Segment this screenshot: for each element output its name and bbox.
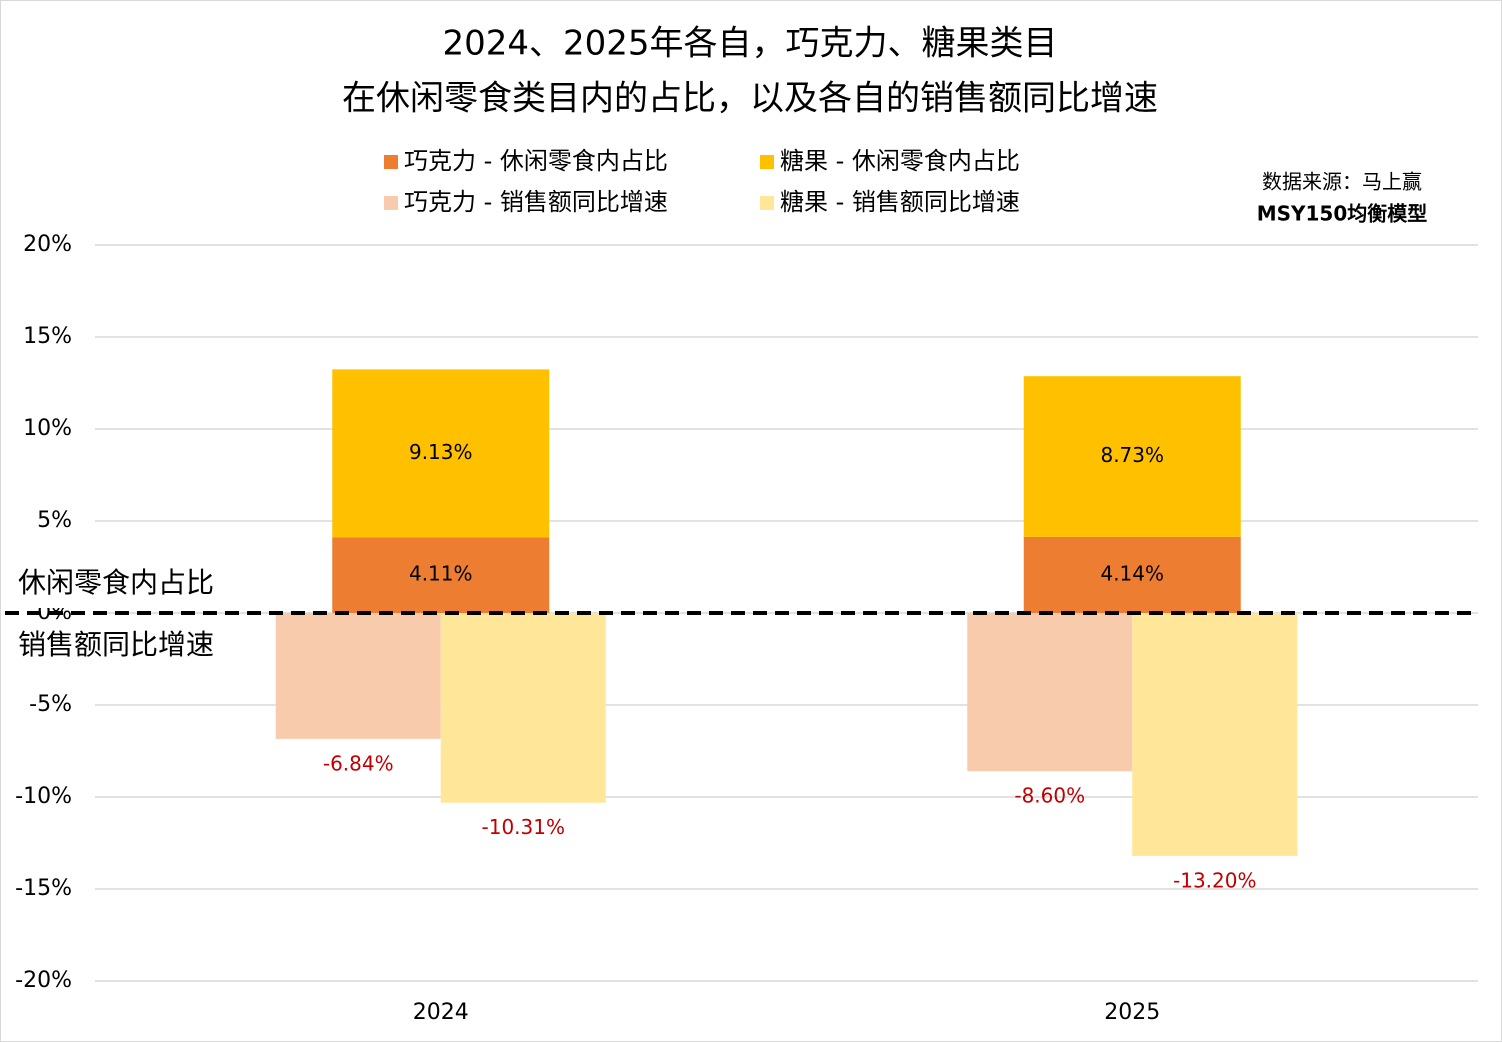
legend-label: 巧克力 - 销售额同比增速	[404, 188, 668, 216]
bar	[1132, 613, 1298, 856]
bar	[275, 613, 441, 739]
y-tick-label: -20%	[15, 968, 72, 993]
y-tick-label: 15%	[23, 324, 72, 349]
bar	[1023, 536, 1241, 613]
source: 数据来源：马上赢	[1262, 170, 1422, 194]
value-label: 4.11%	[409, 562, 473, 586]
value-label: 9.13%	[409, 440, 473, 464]
legend-swatch	[384, 196, 398, 210]
legend-swatch	[384, 155, 398, 169]
y-tick-label: -10%	[15, 784, 72, 809]
annotation: 休闲零食内占比	[18, 566, 214, 599]
bar	[332, 537, 550, 613]
legend-swatch	[760, 155, 774, 169]
x-tick-label: 2024	[413, 1000, 469, 1025]
bar	[440, 613, 606, 803]
bar	[1023, 376, 1241, 537]
legend-label: 巧克力 - 休闲零食内占比	[404, 147, 668, 175]
value-label: -13.20%	[1173, 868, 1256, 892]
annotation-bg	[5, 620, 255, 672]
value-label: 8.73%	[1100, 443, 1164, 467]
value-label: 4.14%	[1100, 561, 1164, 585]
y-tick-label: -5%	[29, 692, 72, 717]
y-tick-label: 5%	[37, 508, 72, 533]
value-label: -10.31%	[482, 815, 565, 839]
legend-label: 糖果 - 休闲零食内占比	[780, 147, 1020, 175]
chart-subtitle: 在休闲零食类目内的占比，以及各自的销售额同比增速	[342, 79, 1158, 119]
legend-label: 糖果 - 销售额同比增速	[780, 188, 1020, 216]
bar	[332, 369, 550, 538]
y-tick-label: 20%	[23, 232, 72, 257]
annotation-bg	[5, 560, 255, 608]
bar	[967, 613, 1133, 772]
y-tick-label: -15%	[15, 876, 72, 901]
legend-swatch	[760, 196, 774, 210]
y-tick-label: 10%	[23, 416, 72, 441]
chart-title: 2024、2025年各自，巧克力、糖果类目	[442, 24, 1057, 64]
annotation: 销售额同比增速	[18, 628, 214, 661]
value-label: -6.84%	[323, 751, 394, 775]
model: MSY150均衡模型	[1257, 202, 1428, 226]
value-label: -8.60%	[1014, 784, 1085, 808]
x-tick-label: 2025	[1104, 1000, 1160, 1025]
